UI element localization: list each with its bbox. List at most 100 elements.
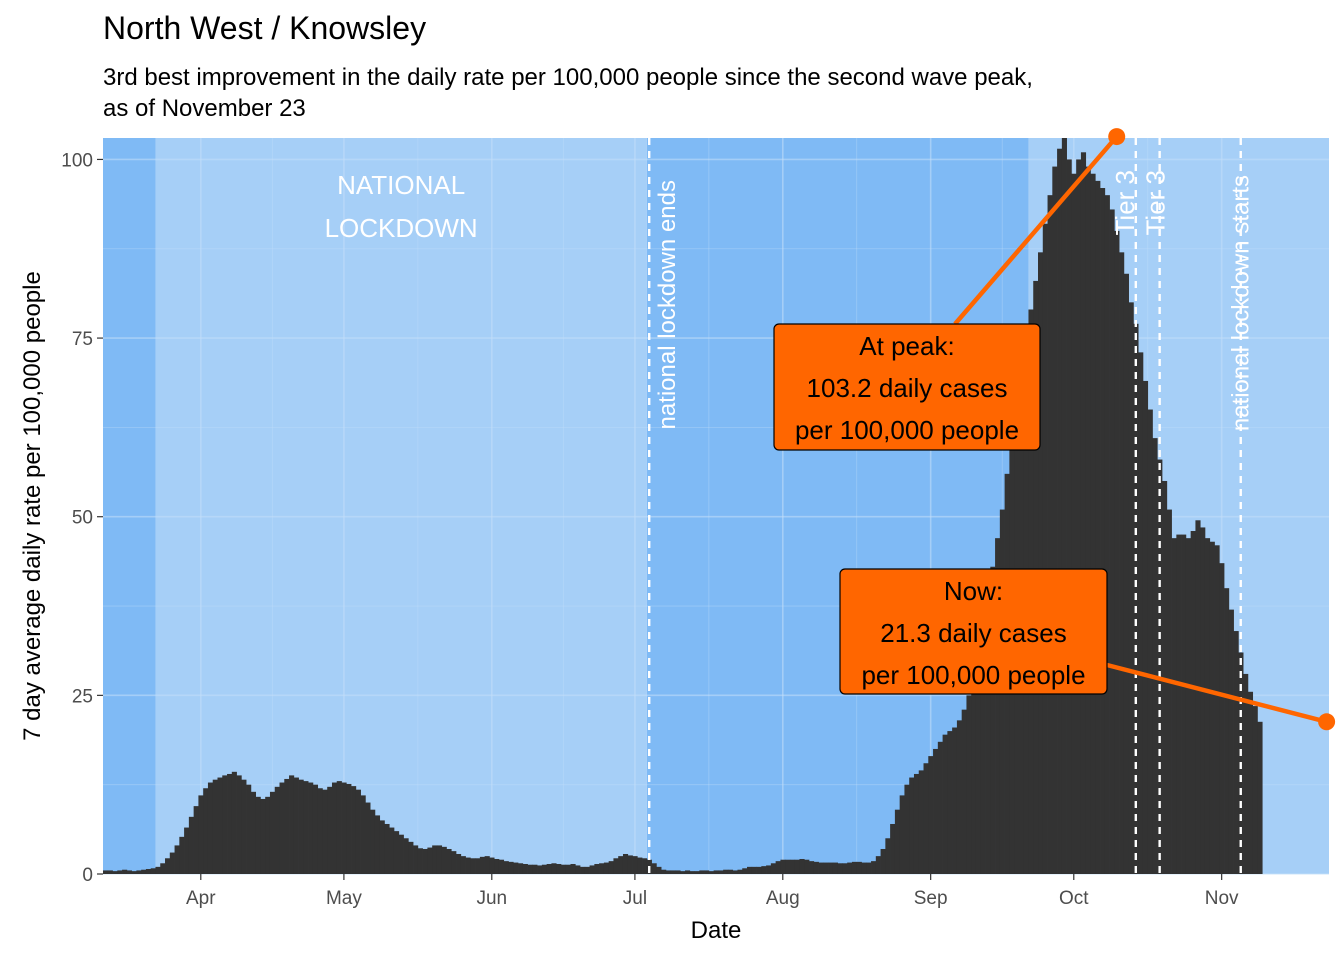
bar [899, 795, 905, 874]
now-annotation-label-line: Now: [944, 576, 1003, 606]
bar [308, 782, 314, 874]
bar [479, 856, 485, 874]
bar [351, 786, 357, 874]
bar [665, 870, 672, 874]
bar [374, 815, 381, 874]
bar [212, 779, 218, 874]
bar [723, 869, 729, 874]
bar [269, 791, 276, 874]
bar [122, 869, 128, 874]
bar [432, 845, 438, 874]
bar [365, 802, 371, 874]
bar [995, 538, 1001, 874]
bar [837, 863, 843, 874]
bar [1061, 138, 1067, 874]
bar [742, 868, 748, 874]
bar [1047, 195, 1053, 874]
bar [747, 866, 753, 874]
bar [384, 823, 390, 874]
chart-title: North West / Knowsley [103, 10, 427, 46]
bar [890, 823, 896, 874]
bar [804, 859, 810, 874]
bar [160, 863, 166, 874]
bar [670, 870, 676, 874]
bar [599, 863, 605, 874]
bar [809, 861, 815, 874]
bar [150, 868, 156, 874]
event-label: Tier 3 [1141, 170, 1171, 236]
peak-annotation-label-line: At peak: [859, 331, 954, 361]
bar [489, 857, 495, 874]
bar [1176, 534, 1182, 874]
bar [1157, 459, 1163, 874]
y-tick-label: 50 [72, 508, 93, 529]
bar [1233, 631, 1239, 874]
bar [522, 863, 528, 874]
bar [637, 857, 643, 874]
bar [704, 870, 710, 874]
bar [484, 856, 490, 874]
bar [575, 865, 581, 874]
bar [928, 756, 934, 874]
bar [894, 809, 901, 874]
bar [828, 862, 834, 874]
bar [1200, 527, 1206, 874]
y-tick-label: 25 [72, 686, 93, 707]
bar [231, 771, 237, 874]
bar [684, 870, 691, 874]
bar [856, 861, 862, 874]
bar [460, 856, 466, 874]
bar [847, 862, 853, 874]
bar [541, 864, 547, 874]
bar [689, 871, 695, 874]
bar [980, 623, 986, 874]
bar [1071, 173, 1077, 874]
now-annotation-label-box [839, 568, 1108, 695]
bar [1228, 609, 1234, 874]
bar [603, 862, 610, 874]
bar [737, 869, 743, 874]
bar [1204, 538, 1211, 874]
bar [222, 775, 228, 874]
bar [756, 866, 762, 874]
bar [589, 865, 595, 874]
bar [937, 741, 943, 874]
bar [1247, 691, 1254, 874]
bar [546, 863, 552, 874]
subtitle-line-1: 3rd best improvement in the daily rate p… [103, 64, 1033, 91]
bar [1090, 173, 1096, 874]
bar [1104, 195, 1110, 874]
bar [675, 870, 681, 874]
bar [1128, 302, 1134, 874]
subtitle-line-2: as of November 23 [103, 95, 306, 122]
bar [732, 870, 738, 874]
bar [117, 870, 123, 874]
bar [761, 866, 767, 874]
bar [751, 866, 757, 874]
bar [379, 820, 385, 874]
bar [103, 870, 109, 874]
bar [246, 784, 252, 874]
bar [551, 863, 557, 874]
event-label: national lockdown ends [654, 180, 681, 430]
bar [532, 864, 538, 874]
x-axis-title: Date [691, 917, 742, 944]
bar [789, 859, 796, 874]
bar [255, 796, 261, 874]
now-annotation-connector [1106, 662, 1328, 724]
bar [470, 858, 476, 874]
bar [580, 866, 586, 874]
bar [1185, 538, 1192, 874]
y-tick-label: 0 [82, 865, 93, 886]
bar [947, 731, 953, 874]
bar [1038, 252, 1044, 874]
bar [393, 831, 400, 874]
x-tick-label: Nov [1205, 888, 1239, 909]
bar [203, 788, 209, 874]
bar [1190, 531, 1196, 874]
bar [556, 863, 562, 874]
bar [866, 862, 872, 874]
bar [1138, 352, 1144, 874]
bar [1142, 380, 1149, 874]
bar [331, 782, 338, 874]
